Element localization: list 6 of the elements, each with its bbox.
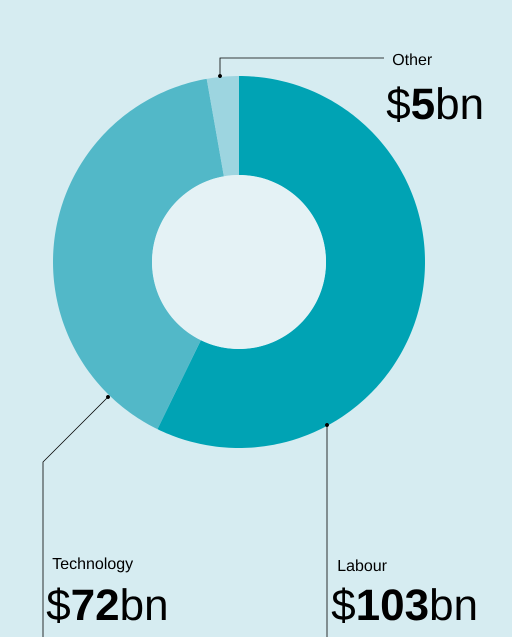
slice-label: Technology bbox=[52, 557, 134, 572]
data-label: $5bn bbox=[386, 86, 482, 122]
slice-label: Labour bbox=[338, 559, 387, 572]
slice-label: Other bbox=[392, 53, 432, 66]
data-label: $72bn bbox=[46, 587, 166, 624]
data-label: $103bn bbox=[332, 587, 476, 624]
